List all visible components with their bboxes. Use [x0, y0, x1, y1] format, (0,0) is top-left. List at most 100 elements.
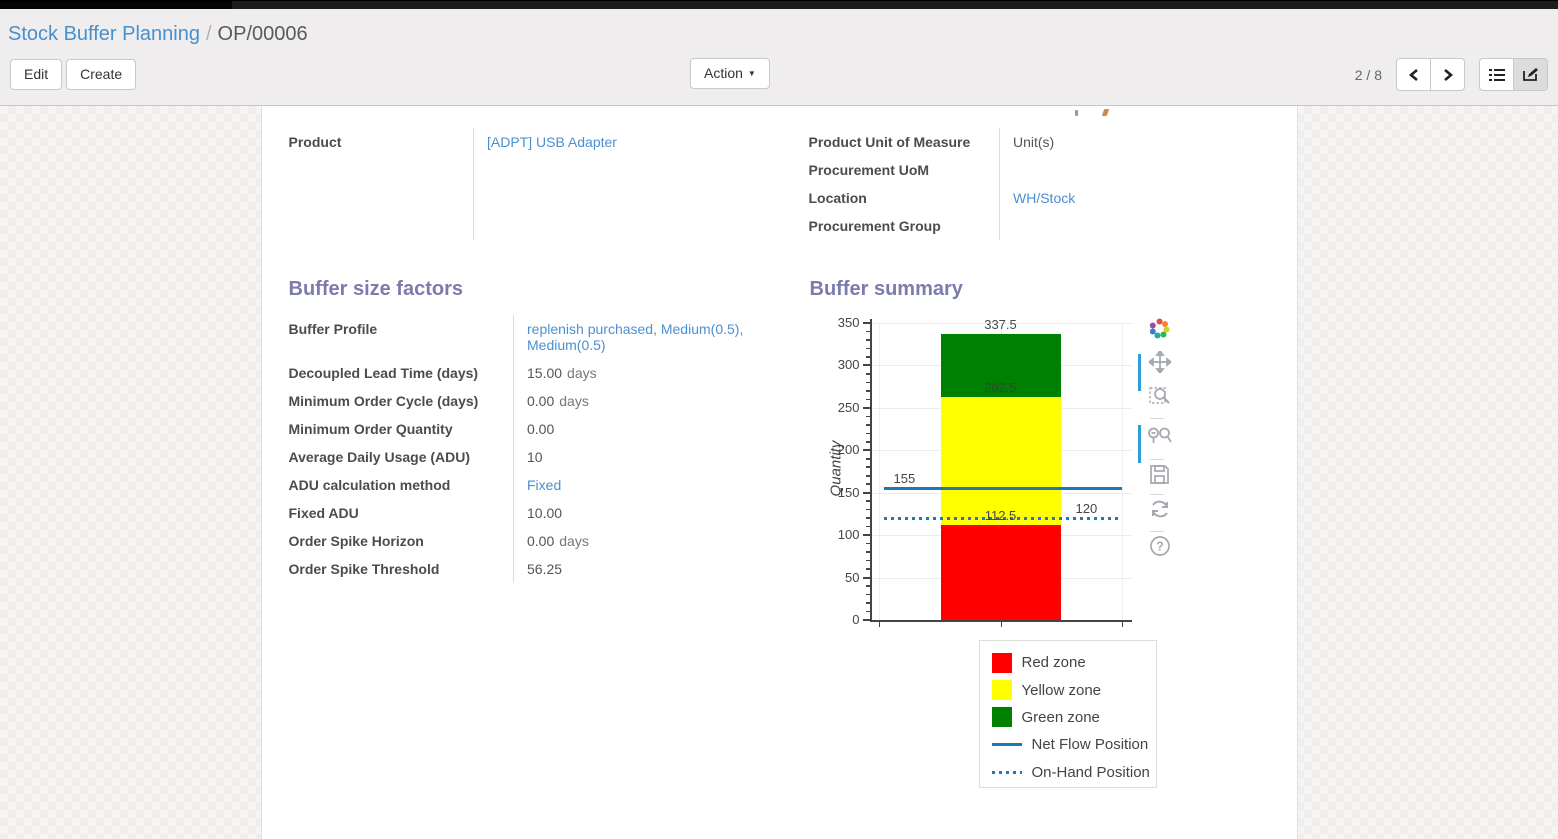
field-label: Minimum Order Quantity — [288, 421, 453, 437]
y-axis-minor-tick — [865, 347, 870, 350]
field-label: Minimum Order Cycle (days) — [288, 393, 479, 409]
adu-method-link[interactable]: Fixed — [527, 477, 562, 493]
y-axis-tick-label: 100 — [837, 527, 860, 543]
field-label: Procurement UoM — [808, 162, 930, 178]
zoom-in-out-icon[interactable] — [1147, 423, 1173, 449]
field-value: Unit(s) — [999, 128, 1270, 156]
edit-button[interactable]: Edit — [10, 59, 63, 90]
y-axis-minor-tick — [865, 500, 870, 502]
legend-item[interactable]: On-Hand Position — [991, 759, 1150, 786]
pager-previous-button[interactable] — [1396, 58, 1431, 91]
legend-swatch-square — [991, 707, 1012, 728]
field-row-minimum-order-quantity: Minimum Order Quantity 0.00 — [289, 415, 809, 443]
zone-bar-red-zone — [940, 524, 1061, 620]
modebar-separator — [1149, 494, 1164, 495]
product-link[interactable]: [ADPT] USB Adapter — [487, 134, 617, 150]
pan-icon[interactable] — [1147, 349, 1173, 375]
breadcrumb-separator: / — [205, 23, 212, 45]
legend-item[interactable]: Green zone — [991, 704, 1150, 731]
field-value: 0.00 — [527, 393, 555, 409]
clipped-row-fragment — [1074, 110, 1078, 116]
box-zoom-icon[interactable] — [1147, 382, 1173, 408]
form-view-background: Product [ADPT] USB Adapter Product Unit … — [0, 106, 1558, 839]
x-gridline — [878, 323, 880, 620]
top-navbar — [0, 0, 1558, 9]
y-axis-minor-tick — [865, 356, 870, 358]
field-value: 10.00 — [513, 499, 809, 527]
field-value: 0.00 — [513, 415, 809, 443]
y-axis-tick — [862, 619, 870, 621]
form-view-button[interactable] — [1513, 58, 1548, 91]
create-button[interactable]: Create — [66, 59, 137, 90]
y-axis-minor-tick — [865, 339, 870, 341]
svg-text:?: ? — [1156, 540, 1164, 554]
breadcrumb-parent-link[interactable]: Stock Buffer Planning — [8, 23, 200, 45]
save-icon[interactable] — [1147, 461, 1173, 487]
field-value: 15.00 — [527, 365, 563, 381]
y-axis-tick — [862, 534, 870, 537]
x-axis-tick — [878, 622, 881, 627]
clipped-row-fragment — [1101, 109, 1109, 116]
y-axis-tick-label: 0 — [852, 612, 860, 627]
x-axis-tick — [1121, 622, 1124, 627]
field-label: Order Spike Threshold — [288, 561, 440, 577]
y-axis-minor-tick — [865, 602, 870, 604]
legend-swatch-square — [991, 652, 1012, 673]
y-axis-minor-tick — [865, 585, 870, 587]
legend-item[interactable]: Net Flow Position — [991, 731, 1150, 758]
y-axis-minor-tick — [865, 508, 870, 511]
y-axis-minor-tick — [865, 474, 870, 477]
field-row-uom: Product Unit of Measure Unit(s) — [809, 128, 1270, 156]
breadcrumb-current: OP/00006 — [217, 23, 308, 45]
location-link[interactable]: WH/Stock — [1013, 190, 1076, 206]
field-label: Product Unit of Measure — [808, 134, 971, 150]
legend-label: Red zone — [1021, 654, 1086, 672]
list-icon — [1488, 68, 1505, 81]
y-axis-minor-tick — [865, 593, 870, 596]
field-unit: days — [559, 533, 589, 549]
legend-swatch-dotted — [991, 770, 1022, 774]
legend-item[interactable]: Red zone — [991, 649, 1150, 676]
field-row-minimum-order-cycle: Minimum Order Cycle (days) 0.00 days — [289, 387, 809, 415]
y-axis-line — [869, 319, 872, 622]
y-axis-minor-tick — [865, 483, 870, 486]
field-label: Decoupled Lead Time (days) — [288, 365, 479, 381]
field-row-decoupled-lead-time: Decoupled Lead Time (days) 15.00 days — [289, 359, 809, 387]
control-panel: Stock Buffer Planning / OP/00006 Edit Crea… — [0, 9, 1558, 106]
field-row-procurement-group: Procurement Group — [809, 212, 1270, 240]
y-axis-tick — [862, 406, 870, 409]
view-switcher — [1479, 58, 1548, 91]
field-value: 0.00 — [527, 533, 555, 549]
pager-buttons — [1396, 58, 1465, 91]
zone-bar-yellow-zone — [940, 397, 1061, 525]
field-row-procurement-uom: Procurement UoM — [809, 156, 1270, 184]
field-label: ADU calculation method — [288, 477, 451, 493]
line-on-hand-position — [883, 516, 1122, 520]
pager-next-button[interactable] — [1430, 58, 1465, 91]
field-value — [999, 212, 1270, 240]
y-axis-minor-tick — [865, 415, 870, 418]
y-axis-tick — [862, 491, 870, 494]
chevron-right-icon — [1443, 68, 1453, 81]
help-icon[interactable]: ? — [1147, 533, 1173, 559]
field-row-product: Product [ADPT] USB Adapter — [289, 128, 809, 240]
y-axis-tick-label: 300 — [837, 357, 860, 373]
legend-label: On-Hand Position — [1031, 763, 1150, 781]
modebar-separator — [1149, 459, 1164, 460]
form-sheet: Product [ADPT] USB Adapter Product Unit … — [260, 106, 1298, 839]
field-row-average-daily-usage: Average Daily Usage (ADU) 10 — [289, 443, 809, 471]
legend-label: Net Flow Position — [1031, 736, 1149, 754]
reset-axes-icon[interactable] — [1147, 496, 1173, 522]
y-axis-tick-label: 250 — [837, 399, 860, 415]
legend-item[interactable]: Yellow zone — [991, 676, 1150, 703]
action-dropdown-button[interactable]: Action ▼ — [690, 58, 770, 89]
buffer-profile-link[interactable]: replenish purchased, Medium(0.5), Medium… — [527, 321, 744, 353]
chevron-left-icon — [1408, 68, 1418, 81]
plotly-logo-icon[interactable] — [1147, 315, 1173, 341]
field-value: 56.25 — [513, 555, 809, 583]
list-view-button[interactable] — [1479, 58, 1514, 91]
field-row-buffer-profile: Buffer Profile replenish purchased, Medi… — [289, 315, 809, 359]
y-axis-minor-tick — [865, 610, 870, 613]
y-axis-tick-label: 150 — [837, 484, 860, 500]
line-value-label: 120 — [1075, 501, 1098, 517]
